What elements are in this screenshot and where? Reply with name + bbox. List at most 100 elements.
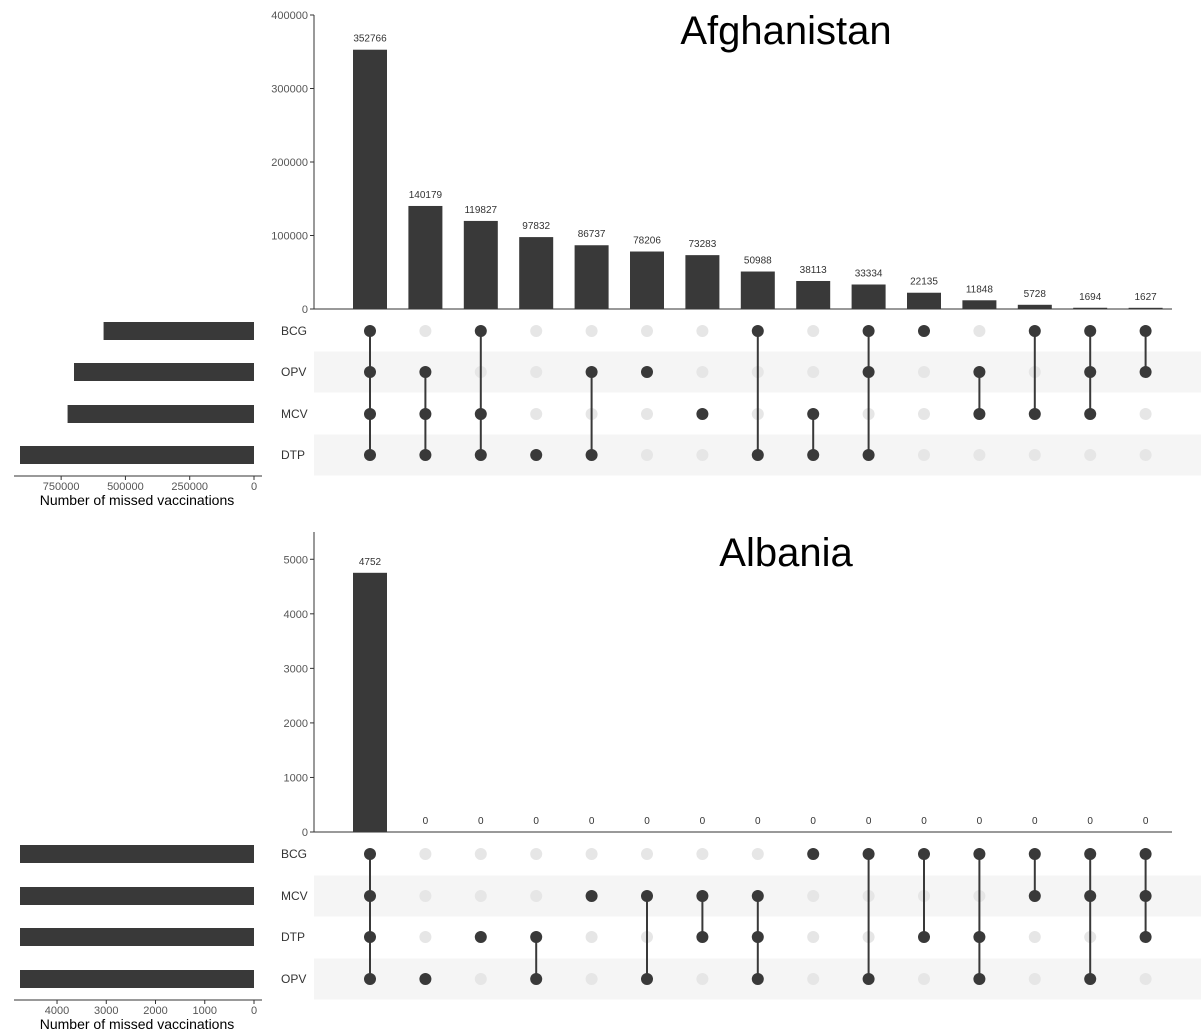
bar-value-label: 0 (810, 816, 816, 827)
matrix-dot-active (641, 973, 653, 985)
bar-value-label: 140179 (409, 190, 443, 201)
matrix-dot-active (474, 325, 487, 337)
matrix-dot-inactive (973, 449, 986, 461)
set-size-bar (20, 446, 254, 464)
matrix-dot-inactive (807, 931, 820, 943)
bar-value-label: 97832 (522, 221, 550, 232)
bar-value-label: 0 (1143, 816, 1149, 827)
matrix-dot-active (973, 366, 986, 378)
set-size-tick-label: 1000 (193, 1005, 217, 1017)
bar-value-label: 1694 (1079, 292, 1102, 303)
matrix-dot-active (696, 931, 709, 943)
matrix-dot-active (1084, 366, 1097, 378)
y-tick-label: 3000 (284, 663, 308, 675)
matrix-dot-active (641, 890, 653, 902)
intersection-bar (353, 49, 387, 310)
y-tick-label: 0 (302, 827, 308, 839)
set-label: DTP (281, 448, 305, 462)
matrix-dot-inactive (530, 408, 543, 420)
matrix-dot-inactive (419, 890, 432, 902)
matrix-dot-inactive (973, 325, 986, 337)
y-tick-label: 2000 (284, 718, 308, 730)
intersection-bar (962, 300, 997, 309)
matrix-dot-inactive (807, 973, 820, 985)
bar-value-label: 22135 (910, 277, 938, 288)
matrix-dot-active (862, 973, 875, 985)
matrix-dot-inactive (641, 449, 653, 461)
matrix-dot-active (918, 931, 930, 943)
matrix-dot-inactive (918, 408, 930, 420)
set-size-bar (20, 887, 254, 905)
bar-value-label: 11848 (966, 284, 994, 295)
intersection-bar (851, 284, 886, 309)
matrix-dot-inactive (1139, 973, 1152, 985)
matrix-dot-inactive (807, 890, 820, 902)
set-size-bar (20, 928, 254, 946)
matrix-dot-active (530, 931, 543, 943)
intersection-bar (519, 237, 554, 309)
bar-value-label: 0 (866, 816, 872, 827)
matrix-dot-inactive (1028, 973, 1041, 985)
bar-value-label: 0 (977, 816, 983, 827)
matrix-dot-active (1084, 325, 1097, 337)
bar-value-label: 5728 (1024, 289, 1047, 300)
matrix-dot-inactive (1028, 931, 1041, 943)
intersection-bar (796, 280, 831, 309)
bar-value-label: 4752 (359, 557, 382, 568)
bar-value-label: 119827 (464, 205, 497, 216)
bar-value-label: 0 (921, 816, 927, 827)
set-size-bar (103, 322, 254, 340)
set-size-tick-label: 0 (251, 481, 257, 493)
bar-value-label: 1627 (1134, 292, 1157, 303)
matrix-dot-active (696, 408, 709, 420)
matrix-dot-inactive (696, 848, 709, 860)
matrix-dot-active (530, 973, 543, 985)
matrix-dot-active (918, 848, 930, 860)
matrix-dot-inactive (530, 890, 543, 902)
bar-value-label: 86737 (578, 229, 606, 240)
matrix-dot-active (364, 973, 376, 985)
intersection-bar (630, 251, 664, 309)
matrix-dot-active (807, 449, 820, 461)
matrix-dot-active (973, 848, 986, 860)
matrix-dot-active (751, 325, 764, 337)
bar-value-label: 33334 (855, 268, 883, 279)
bar-value-label: 0 (589, 816, 595, 827)
intersection-bar (574, 245, 609, 309)
chart-title: Afghanistan (680, 9, 891, 53)
matrix-dot-inactive (807, 366, 820, 378)
matrix-dot-active (1084, 890, 1097, 902)
matrix-dot-active (696, 890, 709, 902)
set-size-bar (67, 405, 254, 423)
set-label: MCV (281, 889, 308, 903)
y-tick-label: 1000 (284, 772, 308, 784)
matrix-dot-inactive (1139, 449, 1152, 461)
bar-value-label: 78206 (633, 236, 661, 247)
matrix-dot-active (364, 325, 376, 337)
matrix-dot-inactive (419, 325, 432, 337)
set-size-bar (74, 363, 254, 381)
matrix-dot-active (364, 366, 376, 378)
matrix-dot-active (1028, 848, 1041, 860)
matrix-dot-active (1028, 325, 1041, 337)
bar-value-label: 50988 (744, 256, 772, 267)
intersection-bar (1128, 307, 1163, 309)
chart-title: Albania (719, 531, 853, 575)
bar-value-label: 352766 (353, 34, 387, 45)
matrix-dot-inactive (751, 848, 764, 860)
bar-value-label: 0 (755, 816, 761, 827)
matrix-dot-inactive (918, 973, 930, 985)
matrix-dot-inactive (641, 325, 653, 337)
matrix-dot-active (1139, 931, 1152, 943)
matrix-dot-active (1028, 890, 1041, 902)
matrix-dot-active (751, 890, 764, 902)
matrix-dot-active (751, 973, 764, 985)
matrix-dot-active (973, 931, 986, 943)
bar-value-label: 38113 (800, 265, 828, 276)
matrix-dot-inactive (1028, 449, 1041, 461)
matrix-dot-inactive (696, 449, 709, 461)
matrix-dot-active (474, 449, 487, 461)
set-label: DTP (281, 930, 305, 944)
matrix-dot-inactive (474, 890, 487, 902)
